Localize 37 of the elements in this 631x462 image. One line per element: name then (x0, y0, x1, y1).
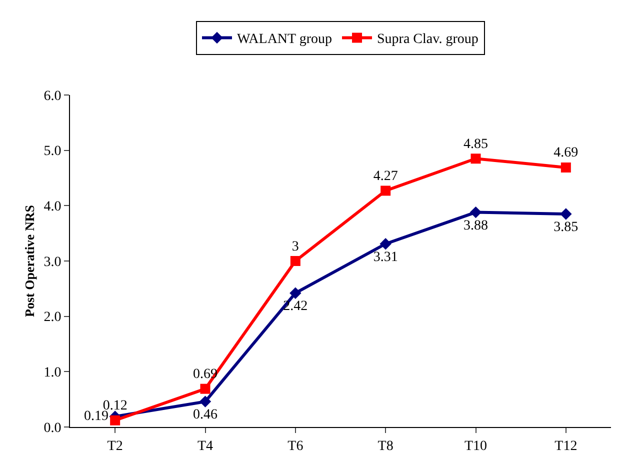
x-tick-label: T2 (107, 438, 123, 454)
data-label: 4.69 (554, 146, 578, 161)
point (560, 162, 571, 172)
data-label: 0.46 (193, 408, 218, 423)
data-label: 3.31 (373, 250, 398, 265)
y-tick-label: 6.0 (44, 88, 62, 104)
y-tick-label: 0.0 (44, 420, 62, 436)
point (470, 154, 481, 164)
data-label: 4.27 (373, 168, 398, 184)
point (290, 256, 300, 266)
point (470, 206, 482, 218)
data-label: 0.19 (84, 408, 108, 424)
data-label: 4.85 (464, 136, 488, 152)
data-label: 3 (292, 239, 299, 254)
data-label: 2.42 (283, 299, 308, 314)
y-tick-label: 1.0 (44, 366, 62, 381)
y-tick-label: 5.0 (44, 144, 62, 160)
data-label: 3.85 (554, 220, 578, 236)
point (380, 186, 391, 196)
y-tick-label: 3.0 (44, 254, 62, 270)
x-tick-label: T12 (554, 438, 578, 454)
y-axis-title: Post Operative NRS (22, 205, 37, 317)
x-tick-label: T8 (378, 438, 394, 454)
point (380, 238, 392, 250)
point (199, 396, 212, 408)
point (200, 384, 210, 394)
point (110, 415, 120, 426)
data-label: 3.88 (464, 218, 488, 234)
x-tick-label: T4 (197, 438, 214, 454)
legend-label: Supra Clav. group (377, 32, 478, 48)
x-tick-label: T10 (464, 438, 488, 454)
x-tick-label: T6 (288, 438, 304, 454)
y-tick-label: 2.0 (44, 310, 62, 326)
legend-label: WALANT group (237, 32, 332, 48)
point (290, 287, 302, 299)
point (560, 208, 572, 220)
y-tick-label: 4.0 (44, 200, 62, 215)
